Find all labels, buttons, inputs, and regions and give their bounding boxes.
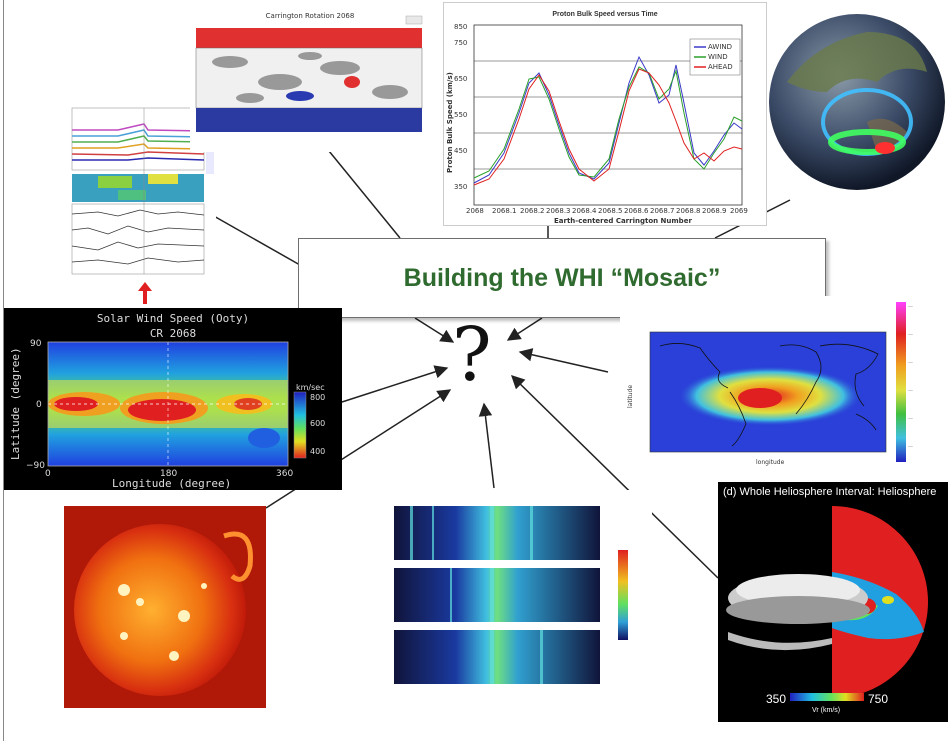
world-map-xlabel: longitude [756, 459, 785, 466]
arrow-from-solar-wind-map [341, 365, 449, 403]
legend-wind: WIND [708, 53, 728, 61]
world-map-ylabel: latitude [627, 385, 634, 408]
red-up-arrow [138, 282, 152, 304]
arrow-from-spectrogram [478, 402, 495, 489]
heliosphere-cb-min: 350 [766, 692, 786, 706]
title-text: Building the WHI “Mosaic” [403, 263, 721, 292]
xtick-7: 2068.7 [650, 207, 675, 215]
ytick-4: 750 [454, 39, 467, 47]
panel-spectrogram [370, 490, 652, 702]
panel-heliosphere: (d) Whole Heliosphere Interval: Heliosph… [718, 482, 948, 722]
xtick-8: 2068.8 [676, 207, 701, 215]
legend-ahead: AHEAD [708, 63, 733, 71]
solar-wind-xlabel: Longitude (degree) [112, 477, 231, 490]
ytick-90: 90 [30, 339, 42, 349]
ytick-2: 550 [454, 111, 467, 119]
panel-world-map: — — — — — — latitude longitude [620, 296, 946, 468]
svg-text:—: — [908, 444, 913, 450]
panel-solar-wind-map: Solar Wind Speed (Ooty) CR 2068 [4, 308, 342, 490]
proton-speed-xlabel: Earth-centered Carrington Number [554, 217, 692, 225]
heliosphere-title: (d) Whole Heliosphere Interval: Heliosph… [723, 486, 937, 498]
panel-stack-plot [58, 100, 216, 286]
panel-proton-speed: Proton Bulk Speed versus Time AWIND WIND… [443, 2, 767, 226]
svg-text:—: — [908, 360, 913, 366]
xtick-3: 2068.3 [546, 207, 571, 215]
colorbar-tick-800: 800 [310, 393, 325, 402]
xtick-9: 2068.9 [702, 207, 727, 215]
legend-awind: AWIND [708, 43, 732, 51]
carrington-map-title: Carrington Rotation 2068 [265, 12, 355, 20]
svg-text:—: — [908, 332, 913, 338]
colorbar-tick-600: 600 [310, 419, 325, 428]
xtick-5: 2068.5 [598, 207, 623, 215]
svg-text:—: — [908, 416, 913, 422]
ytick-minus-90: −90 [26, 461, 45, 471]
svg-text:—: — [908, 388, 913, 394]
arrow-title-left [414, 317, 455, 343]
proton-speed-title: Proton Bulk Speed versus Time [552, 11, 658, 18]
xtick-2: 2068.2 [520, 207, 545, 215]
arrow-from-carrington-map [319, 139, 401, 239]
xtick-180: 180 [160, 469, 177, 479]
heliosphere-cb-max: 750 [868, 692, 888, 706]
xtick-0: 2068 [466, 207, 484, 215]
arrow-from-world-map [518, 348, 609, 373]
xtick-4: 2068.4 [572, 207, 597, 215]
xtick-0: 0 [45, 469, 51, 479]
arrow-from-heliosphere [511, 375, 719, 579]
ytick-0: 350 [454, 183, 467, 191]
page-left-rule [3, 0, 4, 741]
ytick-3: 650 [454, 75, 467, 83]
svg-text:—: — [908, 304, 913, 310]
xtick-1: 2068.1 [492, 207, 517, 215]
solar-wind-ylabel: Latitude (degree) [9, 347, 22, 460]
question-mark: ? [452, 312, 492, 398]
ytick-5: 850 [454, 23, 467, 31]
solar-wind-subtitle: CR 2068 [149, 327, 197, 340]
xtick-10: 2069 [730, 207, 748, 215]
ytick-0: 0 [36, 400, 42, 410]
heliosphere-cb-label: Vr (km/s) [812, 707, 840, 714]
xtick-6: 2068.6 [624, 207, 649, 215]
solar-wind-title: Solar Wind Speed (Ooty) [96, 312, 250, 325]
panel-sun-image [64, 506, 266, 708]
arrow-from-stack-plot [211, 214, 301, 266]
arrow-title-right [506, 317, 543, 341]
ytick-1: 450 [454, 147, 467, 155]
panel-globe [767, 2, 947, 202]
panel-carrington-map: Carrington Rotation 2068 [190, 12, 430, 152]
proton-speed-ylabel: Proton Bulk Speed (km/s) [446, 72, 454, 173]
colorbar-label: km/sec [296, 383, 325, 392]
xtick-360: 360 [276, 469, 293, 479]
colorbar-tick-400: 400 [310, 447, 325, 456]
